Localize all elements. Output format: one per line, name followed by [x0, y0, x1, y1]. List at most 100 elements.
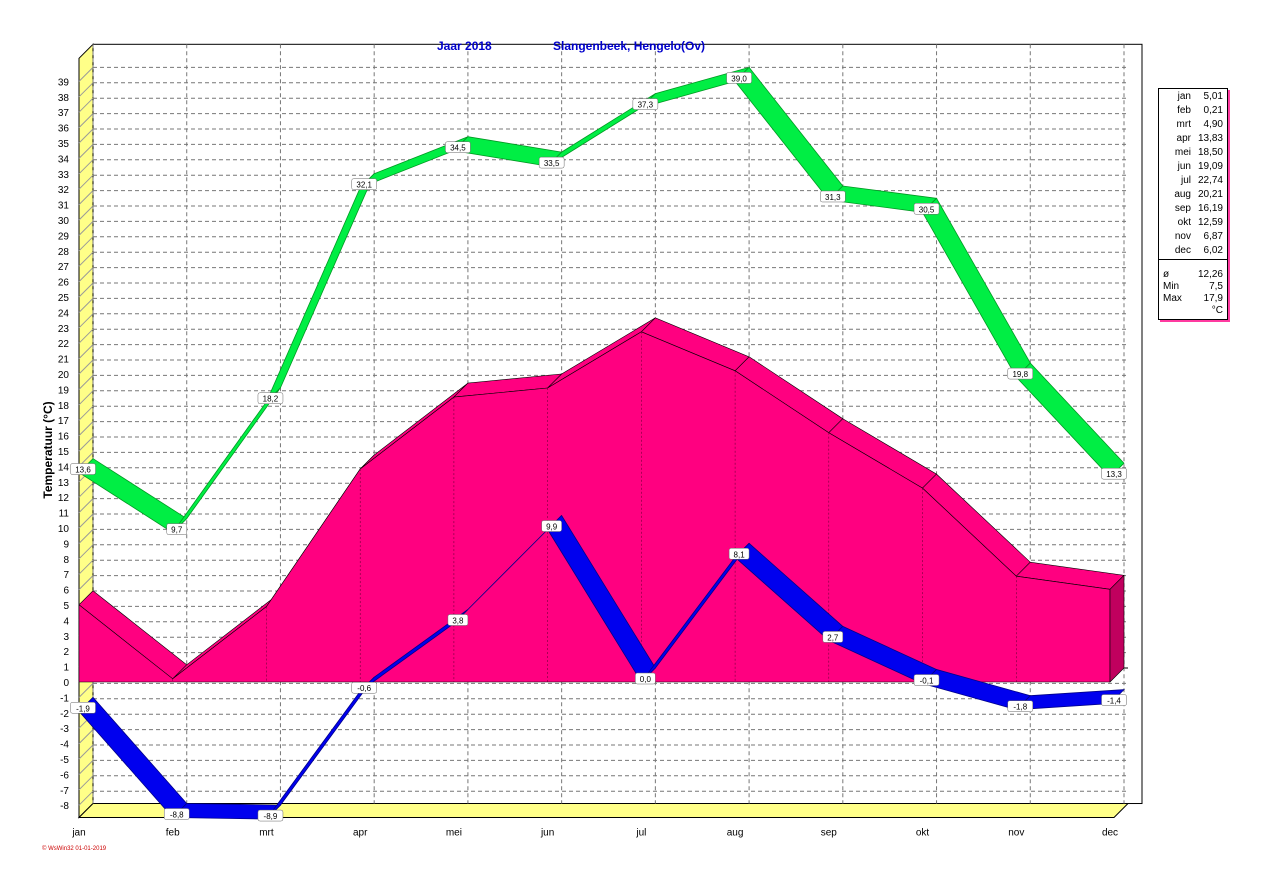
legend-month: feb [1177, 105, 1191, 116]
legend-row: sep 16,19 [1159, 203, 1227, 217]
gridline-wall [78, 97, 94, 113]
min-data-label: -0,6 [357, 684, 371, 693]
x-tick-label: mei [446, 828, 462, 839]
legend-minimum-value: 7,5 [1209, 281, 1223, 292]
footer-credit: © WsWin32 01-01-2019 [42, 846, 107, 852]
min-data-label: -1,9 [76, 704, 90, 713]
gridline-wall [78, 174, 94, 190]
min-data-label: -8,8 [170, 811, 184, 820]
x-tick-label: aug [727, 828, 744, 839]
y-tick-label: 28 [58, 247, 70, 258]
gridline-wall [78, 421, 94, 436]
gridline-wall [78, 82, 94, 98]
legend-average-label: ø [1163, 269, 1170, 280]
mean-side-face [1109, 574, 1125, 683]
legend-month: dec [1174, 245, 1191, 256]
max-data-label: 18,2 [263, 395, 279, 404]
min-data-label-box [1007, 700, 1034, 712]
legend-maximum-label: Max [1163, 293, 1182, 304]
x-tick-label: jun [540, 828, 554, 839]
legend-month: nov [1174, 231, 1191, 242]
x-tick-label: jul [635, 828, 646, 839]
chart-title-station: Slangenbeek, Hengelo(Ov) [553, 39, 705, 53]
y-tick-label: 5 [63, 601, 69, 612]
gridline-wall [78, 159, 94, 175]
y-tick-label: 32 [58, 185, 70, 196]
y-tick-label: 16 [58, 432, 70, 443]
gridline-wall [78, 405, 94, 421]
legend-maximum-value: 17,9 [1203, 293, 1223, 304]
legend-month: aug [1174, 189, 1191, 200]
max-data-label-box [445, 141, 471, 153]
legend-value: 12,59 [1197, 217, 1223, 228]
min-data-label-box [447, 614, 469, 626]
max-data-label-box [632, 98, 659, 110]
x-tick-label: nov [1008, 828, 1024, 839]
x-tick-label: feb [166, 828, 180, 839]
data-labels: 13,6 -1,9 9,7 -8,8 18,2 -8,9 32,1 -0,6 34,5 3,8 33… [70, 72, 1127, 822]
min-data-label-box [635, 672, 656, 685]
gridline-wall [78, 128, 94, 144]
y-tick-label: 37 [58, 108, 70, 119]
min-data-label-box [257, 809, 284, 822]
legend-unit: °C [1211, 305, 1223, 316]
monthly-mean-legend: jan 5,01 feb 0,21 mrt 4,90 apr 13,83 mei 18,50 jun… [1158, 88, 1228, 320]
gridline-wall [78, 683, 94, 698]
legend-value: 18,50 [1197, 147, 1223, 158]
gridline-wall [78, 221, 94, 236]
gridline-wall [78, 328, 94, 344]
y-tick-label: 3 [63, 632, 69, 643]
legend-month: sep [1174, 203, 1191, 214]
x-tick-label: mrt [259, 828, 274, 839]
gridline-wall [78, 760, 94, 775]
y-tick-label: 34 [58, 154, 70, 165]
legend-month: okt [1177, 217, 1191, 228]
y-tick-label: -6 [60, 770, 69, 781]
y-tick-label: 12 [58, 493, 70, 504]
legend-value: 0,21 [1203, 105, 1223, 116]
legend-value: 19,09 [1197, 161, 1223, 172]
floor [77, 803, 1130, 818]
min-data-label: -8,9 [264, 812, 278, 821]
y-tick-label: 13 [58, 478, 70, 489]
max-data-label-box [257, 392, 284, 404]
y-axis-label: Temperatuur (°C) [41, 401, 55, 498]
max-data-label-box [70, 463, 96, 475]
y-tick-label: 2 [63, 647, 69, 658]
y-tick-label: 29 [58, 231, 70, 242]
min-data-label-box [1101, 694, 1127, 706]
max-data-label: 30,5 [919, 205, 935, 214]
legend-month: mei [1174, 147, 1191, 158]
y-tick-label: 33 [58, 170, 70, 181]
max-data-label: 39,0 [731, 74, 747, 83]
legend-month: jul [1180, 175, 1191, 186]
y-tick-label: -3 [60, 724, 69, 735]
y-tick-label: 14 [58, 462, 70, 473]
y-tick-label: -1 [60, 693, 69, 704]
max-data-label-box [1101, 467, 1127, 480]
gridline-wall [78, 205, 94, 221]
max-series [78, 66, 1125, 534]
legend-value: 5,01 [1203, 91, 1223, 102]
y-tick-label: 27 [58, 262, 70, 273]
min-data-label: -1,4 [1107, 697, 1121, 706]
legend-value: 20,21 [1197, 189, 1223, 200]
gridline-wall [78, 236, 94, 252]
max-data-label-box [1007, 367, 1034, 380]
max-data-label: 9,7 [171, 526, 183, 535]
y-tick-label: 24 [58, 308, 70, 319]
x-tick-label: dec [1102, 828, 1118, 839]
y-tick-label: 23 [58, 324, 70, 335]
gridline-wall [78, 390, 94, 406]
y-tick-label: 21 [58, 355, 70, 366]
legend-row: nov 6,87 [1159, 231, 1227, 245]
min-data-label-box [541, 520, 562, 532]
legend-row: jun 19,09 [1159, 161, 1227, 175]
gridline-wall [78, 313, 94, 329]
legend-month: apr [1176, 133, 1191, 144]
y-tick-label: 18 [58, 401, 70, 412]
min-data-label-box [913, 674, 940, 686]
gridline-wall [78, 344, 94, 359]
y-tick-label: 17 [58, 416, 70, 427]
